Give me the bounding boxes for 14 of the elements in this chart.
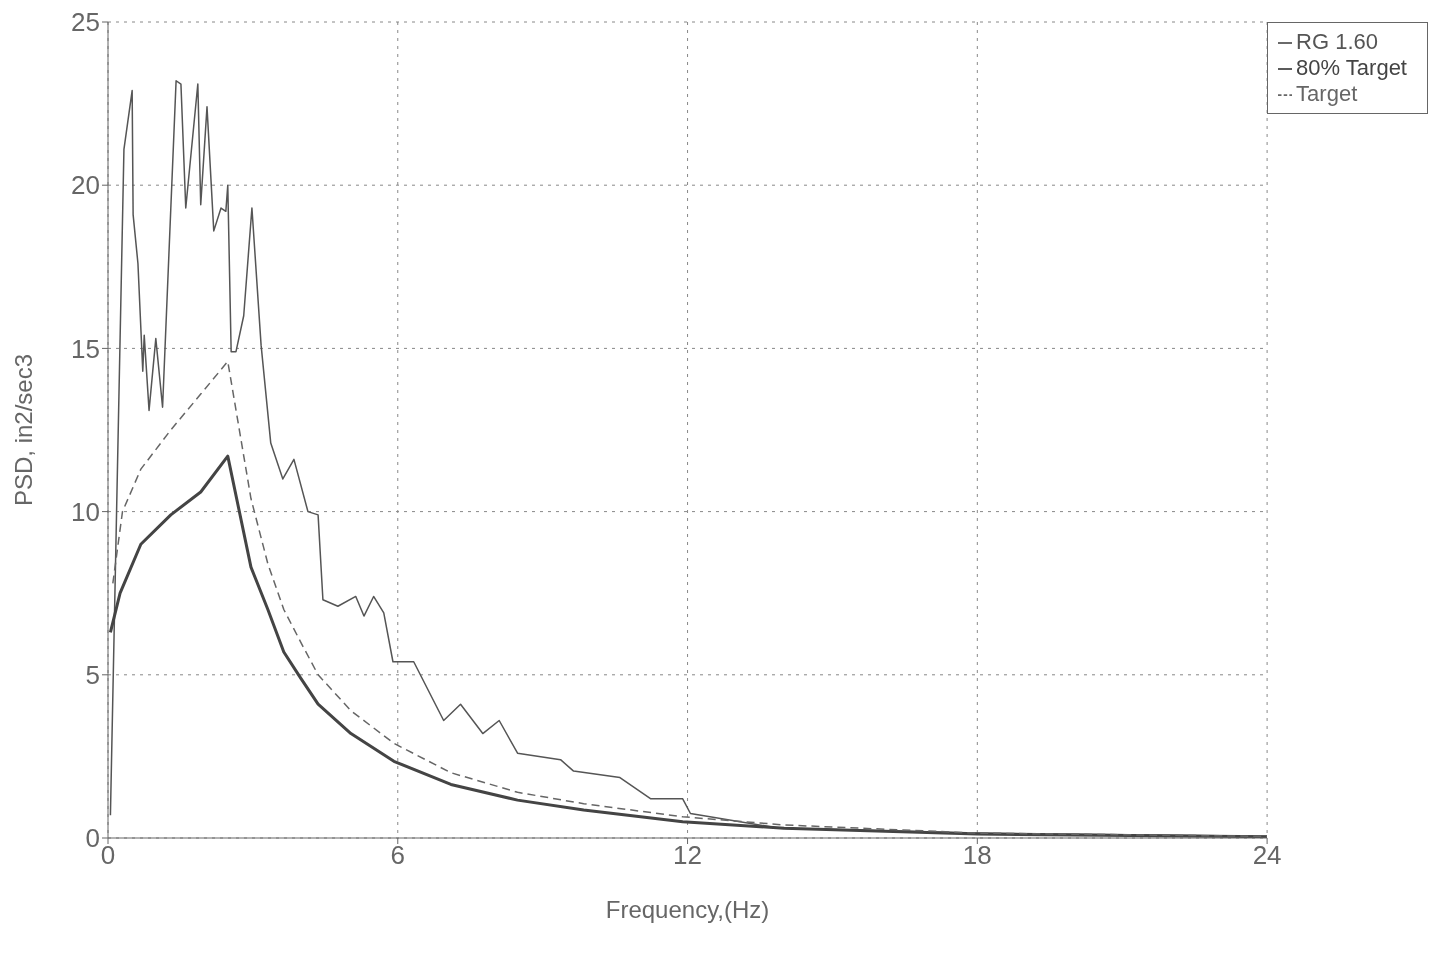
x-tick-label: 6: [390, 840, 406, 871]
y-tick-label: 5: [85, 660, 100, 691]
legend-label: 80% Target: [1296, 55, 1407, 80]
legend-label: Target: [1296, 81, 1358, 106]
x-axis-title: Frequency,(Hz): [605, 896, 770, 923]
legend-label: RG 1.60: [1296, 29, 1379, 54]
y-tick-label: 25: [71, 7, 100, 38]
x-tick-label: 24: [1252, 840, 1282, 871]
y-tick-label: 10: [71, 496, 100, 527]
x-tick-label: 12: [673, 840, 703, 871]
y-tick-label: 20: [71, 170, 100, 201]
y-tick-label: 15: [71, 333, 100, 364]
y-axis-title: PSD, in2/sec3: [9, 353, 37, 507]
x-tick-label: 18: [962, 840, 992, 871]
